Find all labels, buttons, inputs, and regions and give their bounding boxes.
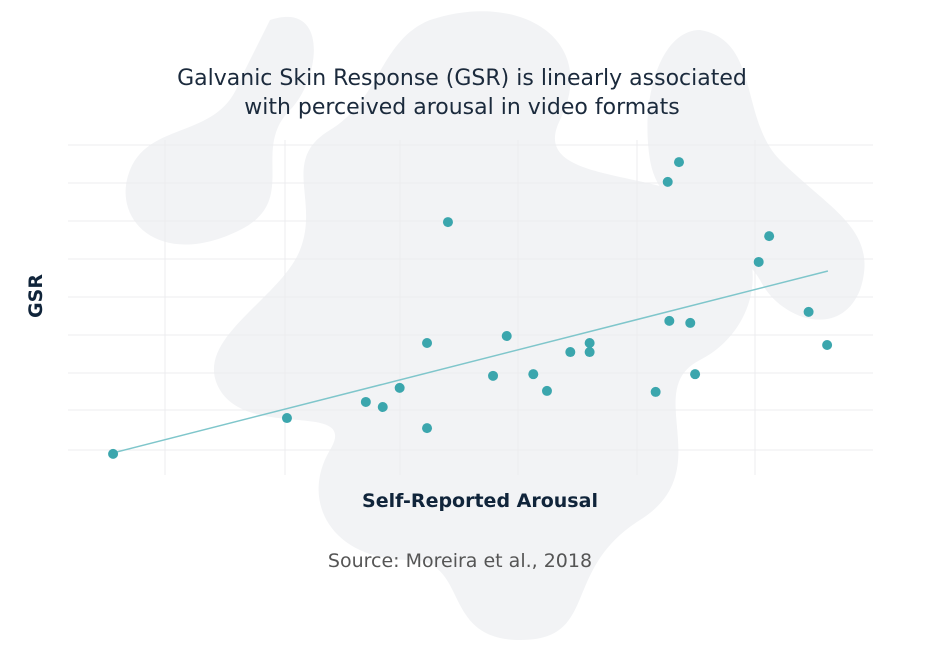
point	[650, 386, 661, 397]
source-note: Source: Moreira et al., 2018	[327, 550, 593, 572]
point	[690, 369, 701, 380]
point	[442, 217, 453, 228]
point	[753, 256, 764, 267]
point	[422, 338, 433, 349]
point	[664, 315, 675, 326]
point	[584, 338, 595, 349]
point	[360, 396, 371, 407]
point	[528, 369, 539, 380]
point	[281, 413, 292, 424]
point	[501, 330, 512, 341]
point	[673, 157, 684, 168]
point	[764, 231, 775, 242]
point	[803, 306, 814, 317]
point	[377, 401, 388, 412]
x-axis-label: Self-Reported Arousal	[362, 490, 598, 512]
point	[108, 448, 119, 459]
point	[422, 423, 433, 434]
chart-title: Galvanic Skin Response (GSR) is linearly…	[177, 66, 747, 120]
point	[394, 382, 405, 393]
point	[662, 176, 673, 187]
point	[822, 340, 833, 351]
point	[565, 347, 576, 358]
trend-line	[112, 270, 829, 454]
background-shapes	[125, 11, 865, 640]
point	[488, 370, 499, 381]
point	[541, 385, 552, 396]
point	[584, 347, 595, 358]
grid	[68, 140, 873, 475]
point	[685, 317, 696, 328]
y-axis-label: GSR	[24, 274, 47, 318]
